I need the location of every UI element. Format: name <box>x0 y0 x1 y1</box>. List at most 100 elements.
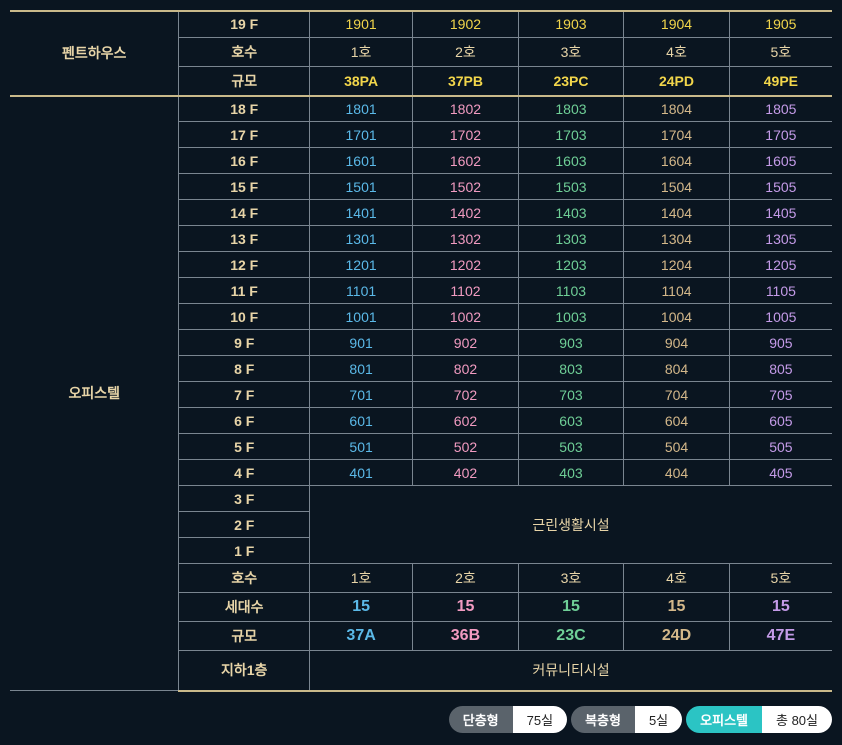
unit-cell: 501 <box>310 434 413 460</box>
households-cell: 15 <box>310 593 413 622</box>
unit-cell: 1005 <box>729 304 832 330</box>
unit-cell: 1101 <box>310 278 413 304</box>
unit-cell: 1805 <box>729 96 832 122</box>
unit-cell: 1702 <box>413 122 519 148</box>
unit-cell: 1803 <box>518 96 624 122</box>
basement-label: 지하1층 <box>179 651 310 691</box>
scale-cell: 23PC <box>518 66 624 96</box>
unit-cell: 1001 <box>310 304 413 330</box>
floor-label: 12 F <box>179 252 310 278</box>
unit-cell: 601 <box>310 408 413 434</box>
floor-label: 9 F <box>179 330 310 356</box>
unit-cell: 902 <box>413 330 519 356</box>
unit-cell: 3호 <box>518 564 624 593</box>
legend-officetel: 오피스텔 총 80실 <box>686 706 832 733</box>
legend-single-value: 75실 <box>513 706 567 733</box>
unit-cell: 801 <box>310 356 413 382</box>
unit-cell: 1703 <box>518 122 624 148</box>
floor-label: 13 F <box>179 226 310 252</box>
unit-cell: 1203 <box>518 252 624 278</box>
unit-cell: 1102 <box>413 278 519 304</box>
unit-cell: 1304 <box>624 226 730 252</box>
scale-cell: 37A <box>310 622 413 651</box>
unit-cell: 1505 <box>729 174 832 200</box>
row-scale-label: 규모 <box>179 622 310 651</box>
floor-label: 15 F <box>179 174 310 200</box>
scale-cell: 37PB <box>413 66 519 96</box>
unit-cell: 401 <box>310 460 413 486</box>
floor-label: 14 F <box>179 200 310 226</box>
unit-cell: 1802 <box>413 96 519 122</box>
unit-cell: 1604 <box>624 148 730 174</box>
row-scale-label: 규모 <box>179 66 310 96</box>
unit-cell: 1601 <box>310 148 413 174</box>
unit-cell: 1901 <box>310 11 413 37</box>
facilities-cell: 근린생활시설 <box>310 486 833 564</box>
floor-label: 3 F <box>179 486 310 512</box>
unit-cell: 604 <box>624 408 730 434</box>
unit-cell: 1004 <box>624 304 730 330</box>
floor-label: 6 F <box>179 408 310 434</box>
unit-cell: 504 <box>624 434 730 460</box>
unit-cell: 901 <box>310 330 413 356</box>
unit-cell: 805 <box>729 356 832 382</box>
unit-cell: 1202 <box>413 252 519 278</box>
floor-label: 18 F <box>179 96 310 122</box>
unit-cell: 4호 <box>624 37 730 66</box>
legend: 단층형 75실 복층형 5실 오피스텔 총 80실 <box>10 706 832 733</box>
unit-cell: 5호 <box>729 564 832 593</box>
unit-cell: 1705 <box>729 122 832 148</box>
legend-single-label: 단층형 <box>449 706 513 733</box>
unit-cell: 1403 <box>518 200 624 226</box>
unit-cell: 1904 <box>624 11 730 37</box>
unit-cell: 703 <box>518 382 624 408</box>
scale-cell: 24PD <box>624 66 730 96</box>
unit-cell: 1602 <box>413 148 519 174</box>
unit-cell: 1301 <box>310 226 413 252</box>
legend-officetel-label: 오피스텔 <box>686 706 762 733</box>
scale-cell: 36B <box>413 622 519 651</box>
unit-cell: 1902 <box>413 11 519 37</box>
unit-cell: 2호 <box>413 564 519 593</box>
unit-cell: 404 <box>624 460 730 486</box>
scale-cell: 23C <box>518 622 624 651</box>
unit-cell: 1305 <box>729 226 832 252</box>
row-households-label: 세대수 <box>179 593 310 622</box>
unit-cell: 1402 <box>413 200 519 226</box>
unit-cell: 905 <box>729 330 832 356</box>
floor-label: 8 F <box>179 356 310 382</box>
households-cell: 15 <box>729 593 832 622</box>
unit-cell: 802 <box>413 356 519 382</box>
unit-cell: 1205 <box>729 252 832 278</box>
unit-cell: 1501 <box>310 174 413 200</box>
legend-duplex-label: 복층형 <box>571 706 635 733</box>
floor-plan-table: 펜트하우스19 F19011902190319041905호수1호2호3호4호5… <box>10 10 832 692</box>
legend-officetel-value: 총 80실 <box>762 706 832 733</box>
unit-cell: 505 <box>729 434 832 460</box>
unit-cell: 804 <box>624 356 730 382</box>
unit-cell: 405 <box>729 460 832 486</box>
unit-cell: 1503 <box>518 174 624 200</box>
unit-cell: 702 <box>413 382 519 408</box>
unit-cell: 503 <box>518 434 624 460</box>
unit-cell: 402 <box>413 460 519 486</box>
unit-cell: 1804 <box>624 96 730 122</box>
unit-cell: 1003 <box>518 304 624 330</box>
unit-cell: 903 <box>518 330 624 356</box>
unit-cell: 1401 <box>310 200 413 226</box>
unit-cell: 1303 <box>518 226 624 252</box>
unit-cell: 2호 <box>413 37 519 66</box>
community-cell: 커뮤니티시설 <box>310 651 833 691</box>
unit-cell: 904 <box>624 330 730 356</box>
legend-duplex: 복층형 5실 <box>571 706 682 733</box>
row-unit-label: 호수 <box>179 564 310 593</box>
floor-label: 5 F <box>179 434 310 460</box>
unit-cell: 502 <box>413 434 519 460</box>
unit-cell: 803 <box>518 356 624 382</box>
unit-cell: 1002 <box>413 304 519 330</box>
unit-cell: 403 <box>518 460 624 486</box>
unit-cell: 1103 <box>518 278 624 304</box>
legend-duplex-value: 5실 <box>635 706 682 733</box>
unit-cell: 1201 <box>310 252 413 278</box>
unit-cell: 705 <box>729 382 832 408</box>
